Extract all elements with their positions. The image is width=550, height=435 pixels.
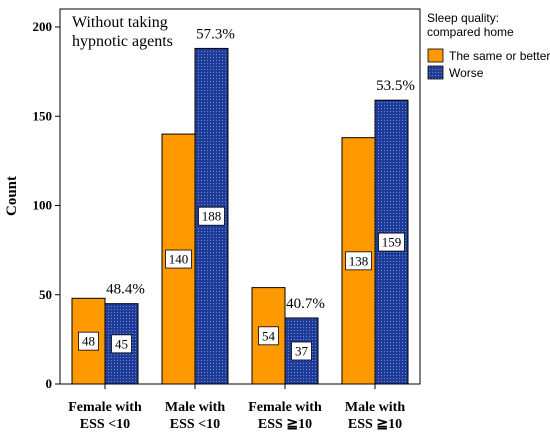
- data-labels: 48 45 48.4% 140 188 57.3% 54 37 40.7% 138 159 53.5%: [78, 26, 415, 361]
- annotation-line-1: Without taking: [72, 14, 168, 31]
- x-axis-categories: Female with ESS <10 Male with ESS <10 Female…: [68, 384, 405, 432]
- value-label-box: [258, 326, 279, 346]
- value-label-box: [111, 334, 132, 354]
- legend-title-line-2: compared home: [427, 25, 514, 39]
- y-tick-label: 0: [46, 376, 53, 391]
- percent-label: 57.3%: [196, 26, 235, 42]
- legend: Sleep quality: compared home The same or…: [427, 11, 550, 80]
- bars: [71, 47, 409, 385]
- value-label: 37: [295, 343, 309, 358]
- percent-label: 48.4%: [106, 282, 145, 298]
- percent-label: 53.5%: [376, 78, 415, 94]
- value-label: 54: [262, 328, 276, 343]
- y-tick-label: 50: [39, 287, 52, 302]
- plot-frame: [59, 8, 421, 385]
- legend-title-line-1: Sleep quality:: [427, 11, 499, 25]
- value-label: 140: [169, 252, 189, 267]
- legend-swatch-worse: [427, 65, 444, 80]
- value-label-box: [165, 249, 192, 269]
- legend-swatch-same-or-better: [427, 48, 444, 63]
- category-label: ESS ≧10: [258, 417, 312, 432]
- value-label-box: [78, 331, 99, 351]
- value-label-box: [378, 232, 405, 252]
- y-axis: 0 50 100 150 200: [33, 19, 60, 391]
- percent-label: 40.7%: [286, 296, 325, 312]
- value-label: 138: [349, 253, 369, 268]
- legend-label-worse: Worse: [449, 66, 484, 80]
- value-label: 48: [82, 334, 95, 349]
- category-label: Female with: [68, 400, 142, 415]
- value-label: 159: [382, 235, 402, 250]
- y-tick-label: 200: [33, 19, 53, 34]
- annotation-line-2: hypnotic agents: [72, 33, 173, 50]
- category-label: ESS <10: [170, 417, 220, 432]
- category-label: ESS ≧10: [348, 417, 402, 432]
- legend-label-same-or-better: The same or better: [449, 49, 550, 63]
- category-label: ESS <10: [80, 417, 130, 432]
- value-label-box: [291, 341, 312, 361]
- value-label: 45: [115, 336, 128, 351]
- category-label: Female with: [248, 400, 322, 415]
- y-tick-label: 150: [33, 108, 53, 123]
- value-label-box: [345, 251, 372, 271]
- category-label: Male with: [345, 400, 405, 415]
- y-axis-title: Count: [4, 176, 20, 216]
- y-tick-label: 100: [33, 198, 53, 213]
- value-label-box: [198, 206, 225, 226]
- category-label: Male with: [165, 400, 225, 415]
- value-label: 188: [202, 209, 222, 224]
